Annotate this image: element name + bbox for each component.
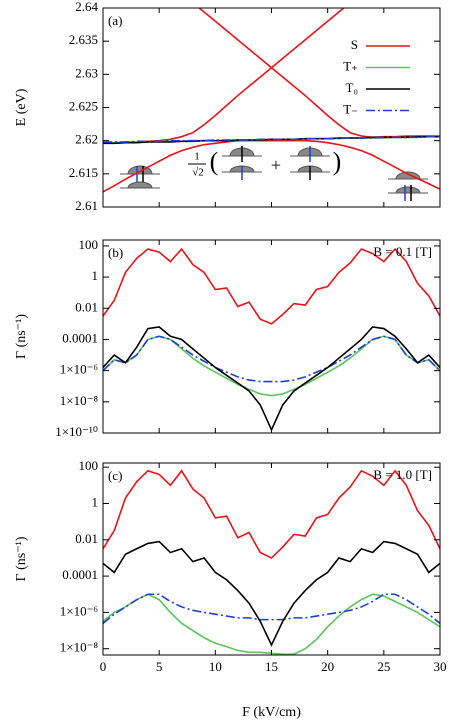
panel-label: (b) (108, 245, 123, 260)
plot-lines (103, 8, 440, 193)
x-tick-label: 5 (156, 659, 163, 674)
x-tick-label: 0 (100, 659, 107, 674)
inset-numerator: 1 (194, 151, 200, 163)
y-tick-label: 2.615 (69, 165, 98, 180)
y-tick-label: 1×10⁻⁸ (60, 640, 99, 655)
y-tick-label: 1 (92, 268, 99, 283)
series-line (103, 8, 345, 144)
plot-frame (102, 7, 441, 208)
y-tick-label: 1×10⁻⁶ (60, 603, 98, 618)
y-tick-label: 1×10⁻⁸ (60, 393, 99, 408)
annotation: B = 0.1 [T] (373, 244, 432, 259)
series-line (103, 335, 440, 397)
plot-frame (102, 462, 441, 656)
plot-lines (103, 247, 440, 432)
y-tick-label: 2.625 (69, 98, 98, 113)
y-tick-label: 1×10⁻¹⁰ (55, 424, 98, 439)
series-line (103, 139, 440, 193)
x-axis-label: F (kV/cm) (242, 705, 301, 720)
y-tick-label: 0.0001 (62, 330, 98, 345)
y-tick-label: 1×10⁻⁶ (60, 362, 98, 377)
y-tick-label: 2.64 (75, 0, 98, 14)
y-tick-label: 0.01 (75, 299, 98, 314)
series-line (103, 593, 440, 624)
legend-label: T₊ (343, 58, 358, 73)
inset-denominator: √2 (192, 167, 204, 179)
x-tick-label: 20 (321, 659, 334, 674)
y-tick-label: 0.0001 (62, 567, 98, 582)
panel-label: (c) (108, 468, 122, 483)
series-line (103, 469, 440, 559)
series-line (103, 135, 440, 143)
x-tick-label: 30 (434, 659, 447, 674)
x-tick-label: 10 (209, 659, 222, 674)
series-line (103, 135, 440, 145)
series-line (198, 8, 440, 139)
panel-label: (a) (108, 13, 122, 28)
series-line (103, 335, 440, 383)
series-line (103, 247, 440, 325)
x-tick-label: 15 (265, 659, 278, 674)
series-line (103, 540, 440, 647)
series-line (103, 326, 440, 432)
y-tick-label: 2.63 (75, 65, 98, 80)
y-tick-label: 100 (79, 237, 99, 252)
inset-plus: + (271, 155, 281, 175)
y-tick-label: 2.62 (75, 132, 98, 147)
y-axis-label: Γ (ns⁻¹) (14, 536, 29, 581)
y-axis-label: Γ (ns⁻¹) (14, 314, 29, 359)
y-axis-label: E (eV) (14, 88, 29, 126)
y-tick-label: 1 (92, 494, 99, 509)
y-tick-label: 2.61 (75, 198, 98, 213)
inset-paren: ( (210, 147, 219, 176)
legend-label: T₀ (346, 80, 358, 95)
legend-label: S (351, 37, 358, 52)
inset-schematic (120, 146, 428, 201)
x-tick-label: 25 (377, 659, 390, 674)
annotation: B = 1.0 [T] (373, 467, 432, 482)
inset-paren: ) (333, 147, 342, 176)
y-tick-label: 0.01 (75, 531, 98, 546)
plot-frame (102, 239, 441, 434)
y-tick-label: 2.635 (69, 32, 98, 47)
legend-label: T₋ (343, 101, 358, 116)
plot-lines (103, 469, 440, 655)
y-tick-label: 100 (79, 458, 99, 473)
